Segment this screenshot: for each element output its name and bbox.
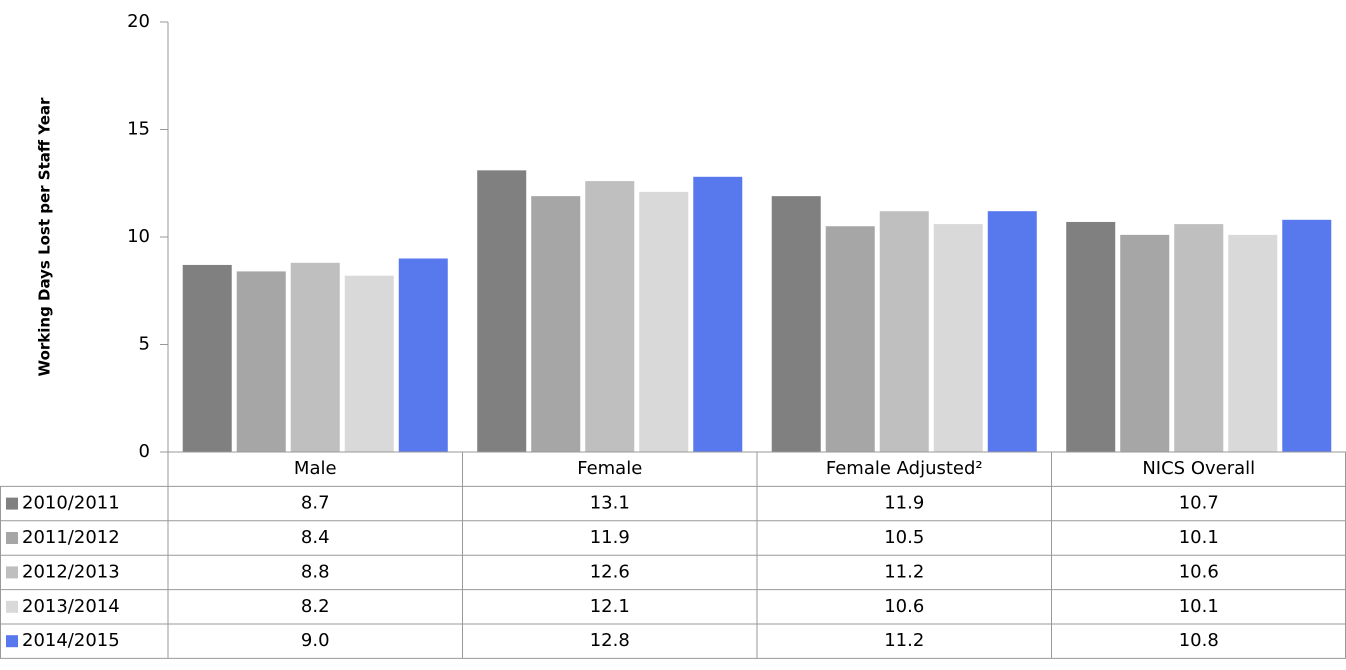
- bar: [693, 176, 743, 453]
- table-value: 10.5: [884, 527, 924, 548]
- legend-swatch: [6, 600, 18, 613]
- table-value: 13.1: [590, 493, 630, 514]
- bar: [585, 181, 635, 452]
- table-value: 10.6: [1179, 561, 1219, 582]
- table-value: 11.2: [884, 630, 924, 651]
- category-label: Male: [294, 458, 337, 479]
- y-tick-label: 5: [139, 334, 150, 355]
- y-tick-label: 15: [127, 119, 150, 140]
- y-tick-label: 0: [139, 441, 150, 462]
- category-label: Female: [577, 458, 642, 479]
- legend-label: 2014/2015: [22, 630, 120, 651]
- table-value: 11.9: [884, 493, 924, 514]
- table-value: 10.6: [884, 596, 924, 617]
- bar: [1174, 224, 1224, 452]
- bar: [531, 196, 581, 452]
- bar: [879, 211, 929, 452]
- bar: [825, 226, 875, 452]
- bar: [987, 211, 1037, 452]
- bar: [933, 224, 983, 452]
- legend-swatch: [6, 532, 18, 544]
- bar: [1228, 234, 1278, 452]
- y-tick-label: 20: [127, 11, 150, 32]
- legend-label: 2011/2012: [22, 527, 120, 548]
- table-value: 10.7: [1179, 493, 1219, 514]
- table-value: 8.4: [301, 527, 330, 548]
- bar: [639, 191, 689, 452]
- table-value: 12.8: [590, 630, 630, 651]
- table-value: 8.8: [301, 561, 330, 582]
- bar: [1066, 221, 1116, 452]
- table-value: 10.1: [1179, 527, 1219, 548]
- category-label: NICS Overall: [1142, 458, 1255, 479]
- legend-label: 2013/2014: [22, 596, 120, 617]
- table-value: 11.9: [590, 527, 630, 548]
- table-value: 10.8: [1179, 630, 1219, 651]
- bar: [290, 262, 340, 452]
- bar: [182, 264, 232, 452]
- bar: [1120, 234, 1170, 452]
- y-axis-label: Working Days Lost per Staff Year: [36, 97, 54, 376]
- bar: [477, 170, 527, 452]
- legend-swatch: [6, 635, 18, 648]
- table-value: 12.6: [590, 561, 630, 582]
- bar: [344, 275, 394, 452]
- y-tick-label: 10: [127, 226, 150, 247]
- table-value: 11.2: [884, 561, 924, 582]
- legend-label: 2010/2011: [22, 493, 120, 514]
- bar: [236, 271, 286, 452]
- table-value: 10.1: [1179, 596, 1219, 617]
- table-value: 12.1: [590, 596, 630, 617]
- bar: [771, 196, 821, 452]
- table-value: 9.0: [301, 630, 330, 651]
- legend-swatch: [6, 566, 18, 579]
- legend-label: 2012/2013: [22, 561, 120, 582]
- table-value: 8.2: [301, 596, 330, 617]
- category-label: Female Adjusted²: [826, 458, 983, 479]
- legend-swatch: [6, 497, 18, 510]
- table-value: 8.7: [301, 493, 330, 514]
- bar: [398, 258, 448, 452]
- bar: [1282, 219, 1332, 452]
